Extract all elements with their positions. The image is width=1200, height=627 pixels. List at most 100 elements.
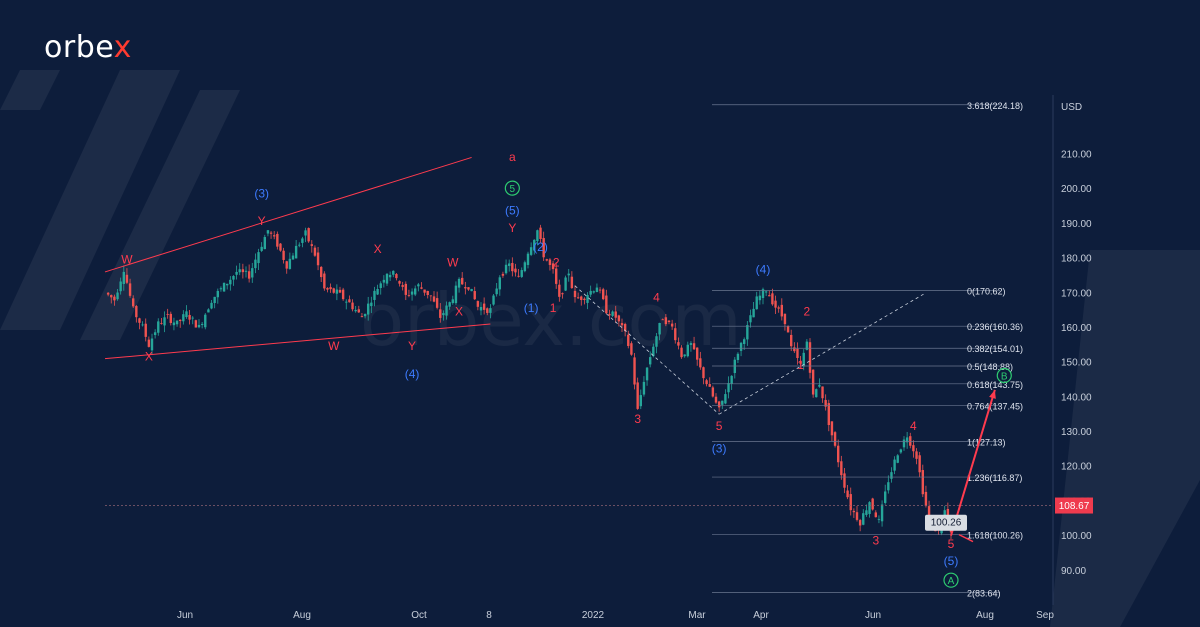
candle-body — [730, 375, 733, 384]
watermark-orbex: orbex.com — [360, 278, 742, 362]
wave-label: (4) — [756, 263, 771, 277]
candle-body — [780, 304, 783, 317]
candle-body — [551, 263, 555, 270]
fib-level-label: 1.236(116.87) — [967, 473, 1022, 483]
candle-body — [887, 482, 890, 491]
wave-label: 4 — [653, 290, 660, 304]
candle-body — [808, 342, 812, 373]
candle-body — [539, 227, 542, 239]
candle-body — [461, 277, 464, 285]
candle-body — [235, 271, 238, 275]
candle-body — [498, 277, 501, 290]
y-tick-label: 140.00 — [1061, 392, 1092, 403]
candle-body — [492, 295, 495, 305]
wave-label: (3) — [254, 186, 269, 200]
candle-body — [583, 298, 586, 301]
candle-body — [323, 273, 326, 289]
candle-body — [893, 459, 896, 471]
wave-label: (4) — [405, 367, 420, 381]
candle-body — [144, 323, 147, 337]
wave-label: (5) — [505, 204, 520, 218]
candle-body — [818, 384, 821, 387]
candle-body — [802, 352, 805, 367]
time-axis[interactable]: Jun Aug Oct 8 2022 Mar Apr Jun Aug Sep — [177, 610, 1054, 621]
candle-body — [833, 432, 837, 446]
trend-dashed-line — [718, 292, 927, 415]
candle-body — [602, 289, 605, 300]
candle-body — [285, 261, 288, 269]
candle-body — [166, 314, 169, 315]
candle-body — [714, 396, 718, 403]
candle-body — [482, 303, 486, 310]
candle-body — [410, 291, 414, 295]
candle-body — [880, 504, 884, 522]
candle-body — [429, 295, 433, 297]
candle-body — [116, 292, 119, 300]
candle-body — [417, 284, 420, 287]
candle-body — [179, 319, 182, 321]
candle-body — [138, 318, 141, 323]
wave-label: Y — [258, 214, 266, 228]
candle-body — [470, 288, 473, 292]
candle-body — [664, 317, 668, 325]
candle-body — [304, 230, 307, 236]
candle-body — [379, 283, 382, 289]
candle-body — [467, 287, 470, 290]
candle-body — [849, 494, 852, 511]
candle-body — [354, 309, 357, 312]
candle-body — [326, 288, 329, 290]
wave-label: W — [328, 339, 340, 353]
candle-body — [708, 384, 711, 387]
candle-body — [175, 320, 179, 325]
candle-body — [404, 283, 407, 295]
candle-body — [523, 262, 527, 272]
x-tick-label: Jun — [865, 610, 881, 621]
candle-body — [439, 309, 442, 318]
lines-layer: 3.618(224.18) 0(170.62) 0.236(160.36) 0.382… — [104, 101, 1053, 598]
candle-body — [501, 273, 505, 276]
candle-body — [692, 343, 696, 350]
candle-body — [119, 281, 122, 292]
wave-label: X — [374, 242, 382, 256]
candle-body — [125, 274, 129, 283]
candle-body — [783, 313, 787, 325]
candle-body — [454, 285, 458, 304]
candle-body — [489, 308, 492, 313]
candle-body — [401, 285, 404, 287]
fib-level-label: 3.618(224.18) — [967, 101, 1023, 111]
candle-body — [727, 383, 730, 393]
fib-level-label: 0.618(143.75) — [967, 380, 1023, 390]
x-tick-label: 8 — [486, 610, 492, 621]
candle-body — [188, 314, 191, 320]
candle-body — [360, 316, 364, 318]
wave-label: 4 — [910, 419, 917, 433]
candle-body — [495, 288, 498, 295]
candle-body — [890, 472, 893, 479]
candle-body — [548, 259, 552, 265]
candle-body — [608, 313, 611, 316]
wave-label: 3 — [872, 533, 879, 547]
candle-body — [667, 320, 671, 323]
candle-body — [529, 247, 533, 255]
candle-body — [269, 232, 273, 234]
candle-body — [351, 302, 354, 310]
candle-body — [858, 520, 862, 526]
candle-body — [222, 282, 226, 292]
candle-body — [686, 344, 689, 357]
candle-body — [921, 470, 924, 495]
candle-body — [777, 307, 780, 309]
candle-body — [320, 266, 323, 278]
candle-body — [874, 512, 877, 518]
candle-body — [257, 252, 260, 264]
candle-body — [210, 302, 213, 309]
candle-body — [110, 295, 113, 298]
candle-body — [128, 283, 132, 296]
candle-body — [153, 332, 157, 336]
candle-body — [824, 399, 827, 407]
candle-body — [774, 300, 777, 308]
candle-body — [486, 308, 489, 313]
wave-label-circle — [504, 180, 520, 196]
candle-body — [627, 334, 630, 346]
candle-body — [630, 343, 633, 355]
candle-body — [620, 323, 624, 326]
